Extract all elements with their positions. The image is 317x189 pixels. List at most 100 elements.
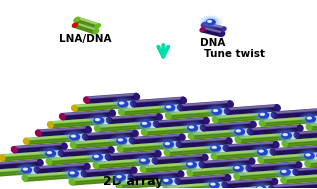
Ellipse shape <box>95 24 100 28</box>
Polygon shape <box>272 185 317 189</box>
Ellipse shape <box>158 176 177 187</box>
Ellipse shape <box>296 162 302 168</box>
Ellipse shape <box>114 136 129 145</box>
Polygon shape <box>71 175 122 180</box>
Ellipse shape <box>228 125 251 139</box>
Ellipse shape <box>131 101 136 107</box>
Ellipse shape <box>254 184 268 189</box>
Ellipse shape <box>284 170 290 176</box>
Ellipse shape <box>117 176 121 177</box>
Ellipse shape <box>120 175 125 181</box>
Ellipse shape <box>252 108 275 122</box>
Ellipse shape <box>187 162 196 167</box>
Polygon shape <box>180 101 230 106</box>
Ellipse shape <box>69 171 78 177</box>
Polygon shape <box>36 163 87 168</box>
Polygon shape <box>36 163 88 173</box>
Ellipse shape <box>260 187 266 189</box>
Ellipse shape <box>19 166 34 174</box>
Ellipse shape <box>303 115 317 123</box>
Polygon shape <box>272 145 317 150</box>
Ellipse shape <box>201 22 206 27</box>
Ellipse shape <box>235 129 244 135</box>
Ellipse shape <box>161 140 176 149</box>
Ellipse shape <box>235 167 239 169</box>
Ellipse shape <box>236 130 240 132</box>
Polygon shape <box>86 94 136 99</box>
Polygon shape <box>61 150 112 156</box>
Ellipse shape <box>47 152 51 153</box>
Ellipse shape <box>90 115 108 126</box>
Ellipse shape <box>310 117 315 123</box>
Polygon shape <box>155 157 206 164</box>
Polygon shape <box>308 121 317 126</box>
Ellipse shape <box>163 186 168 189</box>
Ellipse shape <box>69 179 74 185</box>
Ellipse shape <box>22 175 28 181</box>
Ellipse shape <box>121 139 126 144</box>
Ellipse shape <box>112 97 134 111</box>
Ellipse shape <box>109 171 132 184</box>
Ellipse shape <box>277 130 296 141</box>
Ellipse shape <box>70 142 76 148</box>
Ellipse shape <box>178 171 184 177</box>
Polygon shape <box>225 142 276 147</box>
Ellipse shape <box>182 159 201 170</box>
Polygon shape <box>203 121 253 126</box>
Polygon shape <box>73 142 124 148</box>
Ellipse shape <box>185 124 200 132</box>
Polygon shape <box>2 151 52 156</box>
Ellipse shape <box>279 131 294 140</box>
Ellipse shape <box>213 183 219 189</box>
Ellipse shape <box>283 134 287 136</box>
Ellipse shape <box>234 174 239 180</box>
Polygon shape <box>118 179 169 184</box>
Polygon shape <box>73 139 123 144</box>
Ellipse shape <box>307 117 311 119</box>
Polygon shape <box>238 136 289 143</box>
Polygon shape <box>248 162 300 171</box>
Ellipse shape <box>153 121 159 127</box>
Ellipse shape <box>246 165 251 171</box>
Ellipse shape <box>92 116 106 125</box>
Polygon shape <box>178 138 229 143</box>
Polygon shape <box>272 145 317 155</box>
Ellipse shape <box>66 132 84 142</box>
Ellipse shape <box>70 172 74 174</box>
Polygon shape <box>166 146 217 151</box>
Ellipse shape <box>117 146 123 152</box>
Ellipse shape <box>294 132 300 138</box>
Ellipse shape <box>140 158 149 164</box>
Ellipse shape <box>234 166 243 171</box>
Ellipse shape <box>165 113 171 119</box>
Polygon shape <box>284 177 317 183</box>
Polygon shape <box>191 129 242 139</box>
Polygon shape <box>284 137 317 147</box>
Polygon shape <box>227 105 277 110</box>
Ellipse shape <box>160 177 175 185</box>
Ellipse shape <box>105 154 111 160</box>
Ellipse shape <box>239 129 244 136</box>
Ellipse shape <box>263 113 268 119</box>
Ellipse shape <box>118 101 128 107</box>
Ellipse shape <box>145 122 150 128</box>
Polygon shape <box>215 113 266 123</box>
Ellipse shape <box>161 102 179 113</box>
Polygon shape <box>237 133 289 143</box>
Polygon shape <box>49 158 100 165</box>
Polygon shape <box>61 147 112 156</box>
Ellipse shape <box>157 114 162 120</box>
Polygon shape <box>130 171 181 176</box>
Polygon shape <box>248 162 299 167</box>
Ellipse shape <box>23 138 29 144</box>
Ellipse shape <box>274 142 279 147</box>
Ellipse shape <box>210 182 219 188</box>
Polygon shape <box>201 29 223 36</box>
Ellipse shape <box>205 105 228 118</box>
Polygon shape <box>109 114 159 119</box>
Ellipse shape <box>94 29 99 34</box>
Ellipse shape <box>274 165 297 179</box>
Ellipse shape <box>237 166 243 172</box>
Ellipse shape <box>299 112 317 126</box>
Polygon shape <box>262 117 312 122</box>
